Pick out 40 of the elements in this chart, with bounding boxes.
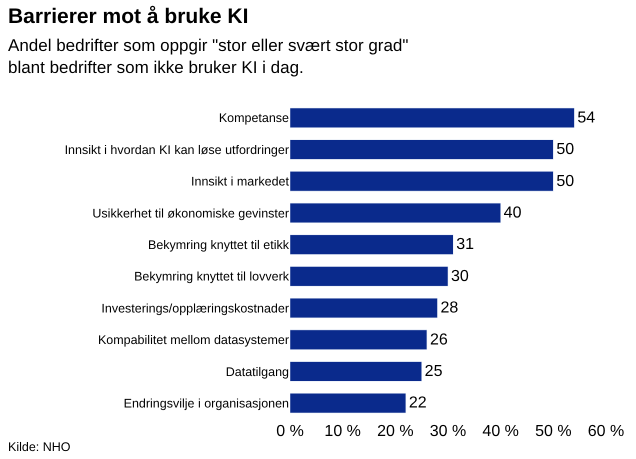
bar xyxy=(290,171,554,192)
chart-subtitle: Andel bedrifter som oppgir "stor eller svært stor grad" blant bedrifter som ikke bruker KI i dag. xyxy=(8,36,408,78)
data-label: 40 xyxy=(504,204,522,222)
y-tick-label: Kompetanse xyxy=(218,111,290,126)
bar xyxy=(290,234,454,255)
chart-title: Barrierer mot å bruke KI xyxy=(8,5,248,28)
data-label: 54 xyxy=(577,109,596,126)
bar xyxy=(290,108,575,128)
data-label: 31 xyxy=(456,236,474,254)
x-tick-label: 0 % xyxy=(276,423,304,440)
data-label: 30 xyxy=(451,268,469,285)
x-tick-label: 10 % xyxy=(324,423,361,440)
x-tick-label: 20 % xyxy=(377,423,414,440)
y-tick-label: Bekymring knyttet til etikk xyxy=(148,238,290,252)
data-label: 28 xyxy=(440,300,458,317)
bar xyxy=(290,202,501,224)
bar xyxy=(290,361,422,382)
bar xyxy=(290,298,438,318)
x-tick-label: 30 % xyxy=(430,423,466,440)
y-tick-label: Investerings/opplæringskostnader xyxy=(101,301,289,316)
bar xyxy=(290,393,406,414)
y-tick-label: Bekymring knyttet til lovverk xyxy=(134,270,290,284)
y-tick-label: Innsikt i markedet xyxy=(191,174,290,189)
y-tick-label: Datatilgang xyxy=(226,364,290,379)
data-label: 50 xyxy=(556,172,574,190)
data-label: 22 xyxy=(408,394,427,412)
x-tick-label: 40 % xyxy=(482,423,519,440)
y-tick-label: Endringsvilje i organisasjonen xyxy=(124,396,290,411)
x-tick-label: 60 % xyxy=(588,423,624,440)
data-label: 50 xyxy=(556,141,574,158)
bar xyxy=(290,139,554,160)
y-tick-label: Kompabilitet mellom datasystemer xyxy=(98,333,289,348)
bar xyxy=(290,330,428,350)
data-label: 26 xyxy=(430,331,448,348)
y-tick-label: Usikkerhet til økonomiske gevinster xyxy=(92,206,289,220)
bar xyxy=(290,266,448,286)
text: Kilde: NHO xyxy=(8,440,71,454)
y-tick-label: Innsikt i hvordan KI kan løse utfordringer xyxy=(64,142,289,157)
data-label: 25 xyxy=(424,362,443,380)
x-tick-label: 50 % xyxy=(535,423,572,440)
